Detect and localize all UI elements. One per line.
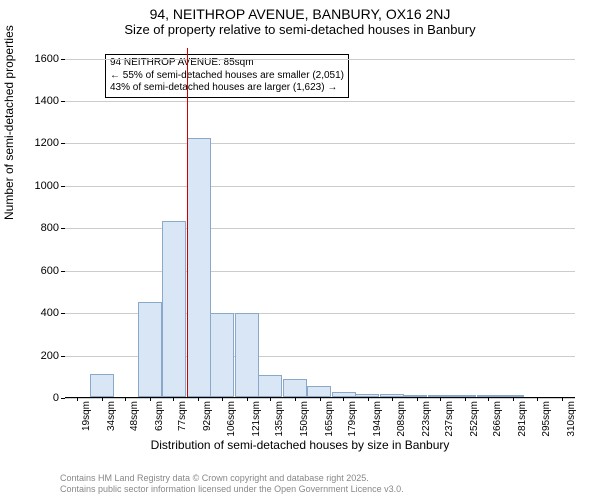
- y-tick-mark: [61, 271, 65, 272]
- histogram-bar: [187, 138, 211, 397]
- y-tick-label: 1000: [35, 180, 59, 192]
- y-tick-mark: [61, 143, 65, 144]
- x-tick-label: 48sqm: [129, 401, 140, 431]
- x-tick-label: 121sqm: [251, 401, 262, 437]
- annotation-box: 94 NEITHROP AVENUE: 85sqm ← 55% of semi-…: [105, 54, 349, 98]
- grid-line: [65, 271, 575, 272]
- grid-line: [65, 143, 575, 144]
- x-tick-label: 106sqm: [226, 401, 237, 437]
- x-tick-label: 92sqm: [202, 401, 213, 431]
- y-tick-label: 800: [41, 222, 59, 234]
- x-tick-label: 266sqm: [492, 401, 503, 437]
- y-tick-label: 1400: [35, 95, 59, 107]
- x-tick-mark: [440, 397, 441, 401]
- x-tick-mark: [125, 397, 126, 401]
- y-tick-mark: [61, 398, 65, 399]
- x-tick-label: 19sqm: [81, 401, 92, 431]
- x-tick-label: 252sqm: [469, 401, 480, 437]
- x-tick-mark: [368, 397, 369, 401]
- y-tick-mark: [61, 313, 65, 314]
- x-tick-mark: [150, 397, 151, 401]
- x-tick-mark: [562, 397, 563, 401]
- x-tick-label: 223sqm: [421, 401, 432, 437]
- histogram-bar: [452, 395, 476, 397]
- x-tick-label: 34sqm: [106, 401, 117, 431]
- y-tick-mark: [61, 59, 65, 60]
- x-tick-label: 135sqm: [274, 401, 285, 437]
- histogram-bar: [235, 313, 259, 397]
- chart-container: 94, NEITHROP AVENUE, BANBURY, OX16 2NJ S…: [0, 0, 600, 500]
- y-tick-label: 400: [41, 307, 59, 319]
- grid-line: [65, 101, 575, 102]
- x-tick-label: 194sqm: [372, 401, 383, 437]
- histogram-bar: [162, 221, 186, 397]
- annotation-line-2: ← 55% of semi-detached houses are smalle…: [110, 70, 344, 83]
- x-tick-label: 310sqm: [566, 401, 577, 437]
- x-tick-mark: [392, 397, 393, 401]
- x-tick-label: 208sqm: [396, 401, 407, 437]
- x-tick-mark: [270, 397, 271, 401]
- chart-title-main: 94, NEITHROP AVENUE, BANBURY, OX16 2NJ: [0, 0, 600, 22]
- y-tick-mark: [61, 186, 65, 187]
- histogram-bar: [90, 374, 114, 397]
- histogram-bar: [138, 302, 162, 397]
- x-tick-label: 165sqm: [324, 401, 335, 437]
- x-tick-mark: [198, 397, 199, 401]
- x-tick-mark: [320, 397, 321, 401]
- histogram-bar: [307, 386, 331, 397]
- x-tick-mark: [537, 397, 538, 401]
- x-tick-label: 63sqm: [154, 401, 165, 431]
- y-tick-label: 600: [41, 265, 59, 277]
- x-tick-label: 281sqm: [517, 401, 528, 437]
- histogram-bar: [403, 395, 427, 397]
- x-tick-mark: [102, 397, 103, 401]
- x-tick-mark: [465, 397, 466, 401]
- grid-line: [65, 228, 575, 229]
- histogram-bar: [283, 379, 307, 397]
- x-tick-mark: [343, 397, 344, 401]
- x-tick-label: 179sqm: [347, 401, 358, 437]
- x-tick-mark: [247, 397, 248, 401]
- marker-line: [187, 48, 188, 397]
- x-tick-mark: [222, 397, 223, 401]
- annotation-line-3: 43% of semi-detached houses are larger (…: [110, 82, 344, 95]
- x-tick-label: 150sqm: [299, 401, 310, 437]
- y-tick-label: 1600: [35, 53, 59, 65]
- chart-title-sub: Size of property relative to semi-detach…: [0, 22, 600, 41]
- footer-line-1: Contains HM Land Registry data © Crown c…: [60, 473, 404, 485]
- y-tick-mark: [61, 356, 65, 357]
- x-tick-label: 237sqm: [444, 401, 455, 437]
- histogram-bar: [500, 395, 524, 397]
- x-tick-mark: [513, 397, 514, 401]
- x-tick-mark: [77, 397, 78, 401]
- x-tick-label: 295sqm: [541, 401, 552, 437]
- y-tick-label: 0: [53, 392, 59, 404]
- x-tick-mark: [488, 397, 489, 401]
- y-tick-mark: [61, 228, 65, 229]
- x-tick-label: 77sqm: [177, 401, 188, 431]
- grid-line: [65, 186, 575, 187]
- footer-attribution: Contains HM Land Registry data © Crown c…: [60, 473, 404, 496]
- x-tick-mark: [295, 397, 296, 401]
- histogram-bar: [355, 394, 379, 397]
- histogram-bar: [258, 375, 282, 397]
- chart-plot-area: 94 NEITHROP AVENUE: 85sqm ← 55% of semi-…: [65, 48, 575, 398]
- x-tick-mark: [173, 397, 174, 401]
- grid-line: [65, 59, 575, 60]
- y-axis-label: Number of semi-detached properties: [2, 25, 16, 220]
- y-tick-label: 1200: [35, 137, 59, 149]
- y-tick-mark: [61, 101, 65, 102]
- x-axis-label: Distribution of semi-detached houses by …: [0, 438, 600, 452]
- histogram-bar: [210, 313, 234, 397]
- footer-line-2: Contains public sector information licen…: [60, 484, 404, 496]
- x-tick-mark: [417, 397, 418, 401]
- y-tick-label: 200: [41, 350, 59, 362]
